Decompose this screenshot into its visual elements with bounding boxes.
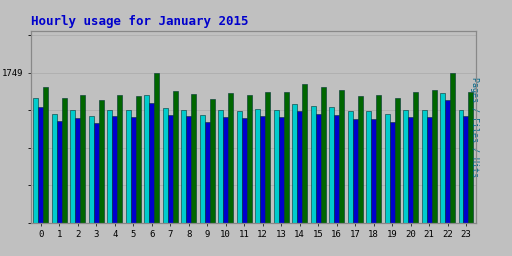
Bar <box>302 84 307 223</box>
Bar <box>218 110 223 223</box>
Bar <box>237 111 242 223</box>
Bar <box>366 111 371 223</box>
Bar <box>432 90 437 223</box>
Bar <box>292 103 297 223</box>
Bar <box>450 73 455 223</box>
Bar <box>38 107 44 223</box>
Text: Hourly usage for January 2015: Hourly usage for January 2015 <box>31 15 248 28</box>
Bar <box>52 114 57 223</box>
Bar <box>353 119 357 223</box>
Bar <box>112 116 117 223</box>
Bar <box>75 118 80 223</box>
Bar <box>413 91 418 223</box>
Bar <box>154 73 159 223</box>
Bar <box>459 110 463 223</box>
Bar <box>44 87 48 223</box>
Bar <box>228 93 233 223</box>
Bar <box>117 95 122 223</box>
Bar <box>126 110 131 223</box>
Bar <box>279 117 284 223</box>
Bar <box>191 94 196 223</box>
Bar <box>395 98 399 223</box>
Bar <box>62 98 67 223</box>
Bar <box>186 116 191 223</box>
Bar <box>315 114 321 223</box>
Bar <box>168 115 173 223</box>
Bar <box>311 106 315 223</box>
Bar <box>339 90 344 223</box>
Bar <box>80 95 86 223</box>
Bar <box>210 99 215 223</box>
Bar <box>440 93 445 223</box>
Bar <box>329 107 334 223</box>
Bar <box>57 121 62 223</box>
Bar <box>255 109 260 223</box>
Bar <box>348 111 353 223</box>
Bar <box>33 98 38 223</box>
Bar <box>426 117 432 223</box>
Bar <box>94 123 99 223</box>
Bar <box>371 119 376 223</box>
Bar <box>274 110 279 223</box>
Bar <box>89 115 94 223</box>
Bar <box>131 117 136 223</box>
Bar <box>163 108 168 223</box>
Bar <box>284 92 289 223</box>
Bar <box>223 117 228 223</box>
Bar <box>247 95 252 223</box>
Bar <box>403 110 408 223</box>
Bar <box>242 118 247 223</box>
Bar <box>144 95 150 223</box>
Bar <box>334 115 339 223</box>
Bar <box>265 91 270 223</box>
Bar <box>321 87 326 223</box>
Bar <box>445 100 450 223</box>
Bar <box>70 110 75 223</box>
Bar <box>468 92 474 223</box>
Bar <box>99 100 104 223</box>
Bar <box>297 111 302 223</box>
Bar <box>150 103 154 223</box>
Bar <box>200 115 205 223</box>
Bar <box>390 122 395 223</box>
Bar <box>385 114 390 223</box>
Y-axis label: Pages / Files / Hits: Pages / Files / Hits <box>470 77 479 177</box>
Bar <box>408 117 413 223</box>
Bar <box>421 110 426 223</box>
Bar <box>136 96 141 223</box>
Bar <box>260 116 265 223</box>
Bar <box>173 91 178 223</box>
Bar <box>357 96 362 223</box>
Bar <box>108 110 112 223</box>
Bar <box>181 110 186 223</box>
Bar <box>463 116 468 223</box>
Bar <box>205 122 210 223</box>
Bar <box>376 95 381 223</box>
